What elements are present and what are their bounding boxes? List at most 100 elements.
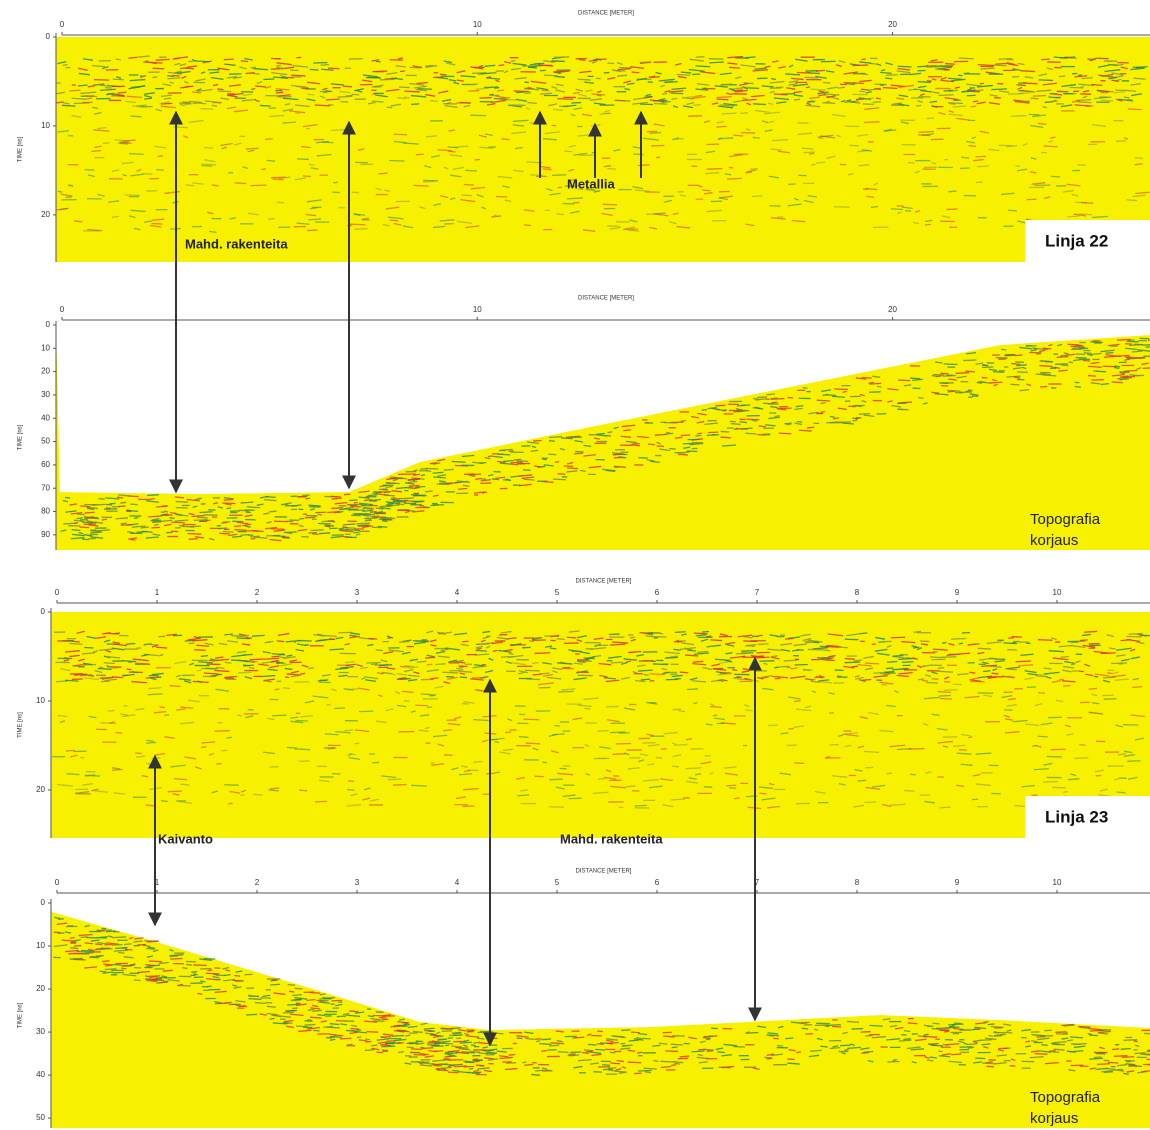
reflection [194,60,210,63]
reflection [752,1067,760,1071]
reflection [192,639,208,642]
reflection [266,159,276,162]
reflection [296,85,309,89]
reflection [1040,385,1048,388]
reflection [61,939,73,942]
reflection [721,1065,735,1069]
x-tick-label: 20 [888,305,897,314]
reflection [1079,1026,1091,1030]
reflection [151,222,163,225]
reflection [102,632,111,635]
reflection [227,94,238,98]
reflection [1115,140,1127,143]
reflection [66,773,80,776]
reflection [104,968,117,971]
reflection [65,749,75,752]
reflection [892,667,908,671]
reflection [981,366,994,369]
reflection [676,640,683,643]
reflection [581,113,592,117]
reflection [367,494,378,497]
reflection [898,84,914,88]
reflection [292,993,302,997]
reflection [815,676,823,679]
reflection [377,1041,388,1044]
reflection [581,1051,589,1055]
reflection [612,641,629,644]
reflection [1074,75,1088,78]
reflection [621,1066,627,1069]
reflection [145,963,156,967]
reflection [922,722,929,727]
reflection [672,708,682,711]
reflection [846,633,861,637]
reflection [392,478,398,482]
reflection [634,1072,642,1075]
reflection [378,1016,387,1019]
reflection [541,1038,552,1041]
reflection [335,636,344,640]
reflection [979,130,990,134]
reflection [578,704,592,708]
reflection [247,660,258,663]
reflection [588,465,602,469]
reflection [487,1058,499,1061]
reflection [132,658,149,662]
reflection [295,1025,308,1028]
reflection [403,700,410,702]
reflection [661,92,668,95]
reflection [86,520,93,523]
reflection [767,805,781,809]
reflection [1071,193,1079,197]
reflection [84,677,100,681]
reflection [912,378,923,382]
x-tick-label: 5 [555,878,560,887]
reflection [246,1013,258,1016]
reflection [1116,98,1123,102]
reflection [861,376,872,379]
reflection [103,963,111,966]
reflection [465,1035,480,1038]
reflection [335,1003,343,1007]
reflection [791,219,806,223]
reflection [335,730,351,734]
reflection [78,67,88,71]
reflection [253,536,268,539]
reflection [814,790,826,794]
reflection [267,717,275,721]
reflection [262,650,271,654]
reflection [154,145,167,149]
label-box [1025,220,1150,262]
reflection [949,1025,955,1028]
reflection [522,469,531,472]
reflection [697,412,707,416]
reflection [627,1049,636,1052]
reflection [663,731,679,735]
y-tick-label: 60 [41,460,50,469]
reflection [99,666,106,670]
reflection [670,1043,683,1046]
reflection [449,174,462,178]
reflection [482,630,491,634]
reflection [330,83,344,86]
reflection [531,445,537,449]
reflection [113,949,128,952]
reflection [697,432,703,435]
reflection [930,1044,943,1047]
reflection [453,81,460,85]
reflection [184,80,189,84]
reflection [630,66,644,69]
reflection [356,522,371,525]
reflection [649,131,662,134]
reflection [942,745,949,748]
reflection [496,1050,507,1053]
reflection [196,516,208,519]
reflection [358,496,370,499]
reflection [931,161,937,165]
reflection [709,772,714,775]
reflection [319,1000,329,1002]
reflection [389,219,399,222]
reflection [976,101,986,105]
reflection [966,88,972,91]
reflection [269,114,285,118]
